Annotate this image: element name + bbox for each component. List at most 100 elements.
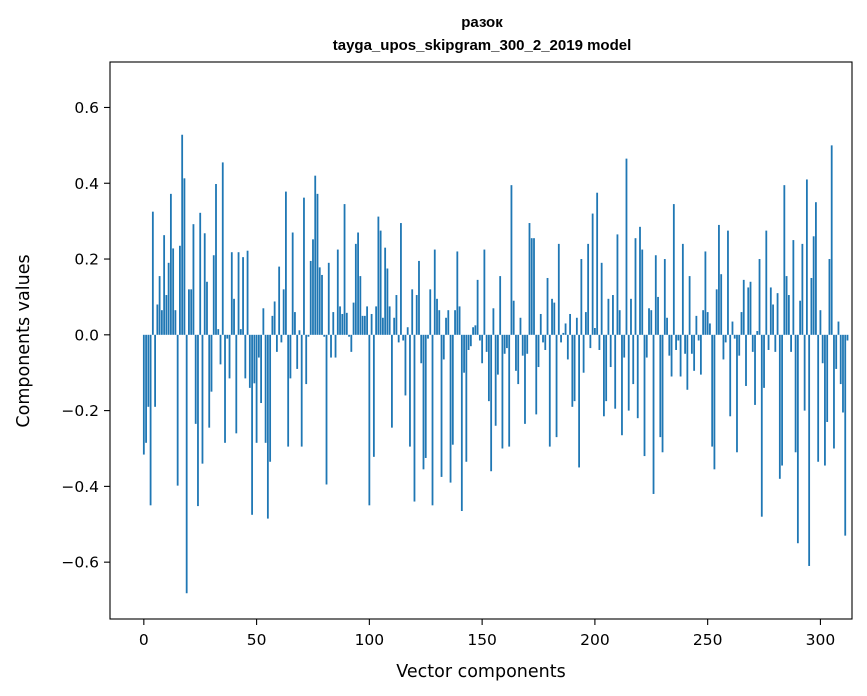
bar (472, 327, 474, 335)
bar (704, 251, 707, 335)
bar (156, 304, 159, 335)
bar (715, 289, 718, 335)
bar (663, 259, 666, 335)
bar (445, 317, 447, 335)
bar (593, 328, 596, 335)
bar (167, 262, 170, 335)
bar (544, 334, 547, 350)
bar (650, 310, 653, 335)
bar (769, 287, 772, 335)
chart-subtitle: tayga_upos_skipgram_300_2_2019 model (333, 37, 632, 54)
bar (149, 334, 152, 506)
bar (548, 334, 551, 447)
bar (336, 249, 339, 335)
x-tick-label: 250 (693, 631, 723, 649)
bar (325, 334, 328, 485)
y-tick-label: −0.4 (61, 478, 99, 496)
bar (289, 334, 292, 379)
bar (546, 277, 549, 335)
bars-group (142, 134, 849, 594)
bar (370, 313, 373, 335)
bar (785, 276, 788, 335)
bar (224, 334, 226, 443)
bar (801, 243, 804, 335)
bar (844, 334, 847, 536)
bar (557, 243, 560, 335)
bar (386, 268, 389, 335)
bar (681, 243, 684, 335)
bar (411, 289, 414, 335)
bar (269, 334, 272, 462)
bar (677, 334, 680, 341)
bar (429, 289, 432, 335)
bar (321, 274, 323, 335)
y-tick-label: 0.2 (74, 251, 99, 269)
bar (219, 334, 222, 365)
bar (199, 212, 202, 335)
y-axis-ticks: −0.6 −0.4 −0.2 0.0 0.2 0.4 0.6 (61, 99, 110, 572)
bar (312, 239, 314, 335)
bar (253, 334, 256, 384)
bar (519, 317, 522, 335)
bar (454, 310, 456, 335)
bar (280, 334, 283, 343)
bar (298, 330, 301, 335)
x-axis-label: Vector components (396, 662, 565, 682)
bar (824, 334, 826, 466)
bar (264, 334, 267, 443)
bar (183, 178, 186, 335)
bar (738, 334, 741, 356)
bar (350, 334, 353, 352)
bar (393, 317, 396, 335)
bar (740, 312, 743, 335)
bar (627, 334, 630, 411)
bar (686, 334, 689, 390)
bar (749, 281, 752, 335)
bar (652, 334, 655, 494)
bar (458, 306, 461, 335)
bar (623, 334, 626, 358)
bar (406, 327, 409, 335)
bar (339, 306, 341, 335)
y-tick-label: 0.4 (74, 175, 99, 193)
bar (632, 334, 635, 385)
bar (812, 236, 815, 335)
bar (564, 323, 567, 335)
bar (539, 313, 542, 335)
bar (609, 334, 612, 368)
bar (589, 334, 592, 349)
bar (221, 162, 224, 335)
bar (645, 334, 648, 358)
bar (668, 334, 671, 356)
bar (192, 224, 195, 335)
bar (296, 334, 299, 369)
bar (706, 312, 709, 335)
bar (433, 249, 436, 335)
bar (354, 243, 357, 335)
bar (560, 334, 562, 343)
bar (242, 257, 244, 335)
bar (251, 334, 253, 515)
bar (357, 232, 359, 335)
bar (697, 334, 700, 341)
bar (792, 240, 795, 335)
bar (573, 334, 576, 402)
bar (460, 334, 463, 512)
bar (397, 334, 400, 343)
bar (372, 334, 375, 457)
bar (826, 334, 829, 422)
bar (230, 252, 233, 335)
bar (442, 334, 445, 360)
bar (521, 334, 524, 356)
bar (158, 276, 161, 335)
bar (465, 334, 468, 462)
bar (413, 334, 416, 502)
bar (233, 298, 235, 335)
y-tick-label: 0.0 (74, 326, 99, 344)
bar (600, 262, 603, 335)
bar (794, 334, 797, 453)
bar (815, 202, 817, 335)
bar (169, 193, 172, 335)
bar (722, 334, 725, 360)
bar (451, 334, 454, 445)
